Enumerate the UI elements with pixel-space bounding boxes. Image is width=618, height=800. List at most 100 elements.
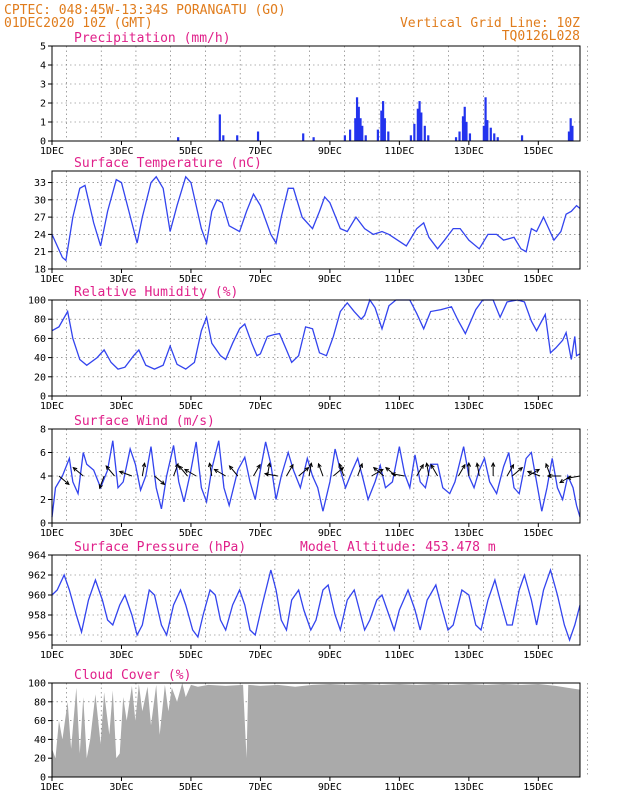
temperature-series-line [51,175,581,262]
wind-arrow-head [358,462,364,468]
pressure-ytick-label: 960 [28,591,46,602]
humidity-frame [51,299,581,397]
precipitation-xtick-label: 11DEC [384,146,414,157]
wind-arrow [490,461,496,476]
precipitation-ytick-label: 3 [40,80,46,91]
precipitation-panel: 0 1 2 3 4 5 1DEC 3DEC 5DEC 7DEC 9DEC 11DEC 13DEC 15DE… [40,31,588,157]
precipitation-xtick-label: 1DEC [40,146,64,157]
humidity-title: Relative Humidity (%) [74,285,238,300]
wind-arrow-shaft [154,475,165,485]
precipitation-xtick-label: 7DEC [248,146,272,157]
pressure-xtick-label: 3DEC [109,650,133,661]
pressure-xtick-label: 11DEC [384,650,414,661]
wind-arrow [545,462,551,477]
precipitation-ytick-label: 2 [40,99,46,110]
wind-arrow-shaft [318,463,324,477]
precipitation-ytick-label: 0 [40,137,46,148]
wind-arrow-shaft [173,463,179,477]
wind-arrow [357,462,364,477]
humidity-xtick-label: 13DEC [454,401,484,412]
wind-arrow [228,465,239,477]
wind-arrow-shaft [506,464,514,477]
wind-arrow-shaft [308,463,312,477]
precipitation-bar [380,110,383,141]
wind-xtick-label: 15DEC [523,528,553,539]
temperature-ytick-label: 30 [34,195,46,206]
wind-arrow-shaft [371,469,384,477]
precipitation-ytick-label: 1 [40,118,46,129]
humidity-xtick-label: 5DEC [179,401,203,412]
wind-xtick-label: 5DEC [179,528,203,539]
wind-arrow [154,475,166,486]
cloud-cover-area [52,683,580,777]
wind-arrow-shaft [527,471,541,477]
precipitation-title: Precipitation (mm/h) [74,31,231,46]
wind-arrow-shaft [338,463,345,477]
temperature-ytick-label: 24 [34,230,46,241]
pressure-series-line [51,567,581,642]
wind-arrow [416,463,424,477]
pressure-frame [51,554,581,646]
wind-arrow-head [535,468,541,474]
precipitation-bar [376,129,379,141]
wind-arrow-shaft [373,467,385,477]
wind-arrow-head [98,484,103,490]
wind-arrow-head [378,468,384,474]
humidity-ytick-label: 40 [34,353,46,364]
wind-arrow-shaft [119,471,133,477]
wind-arrow [298,466,310,477]
temperature-frame [51,170,581,270]
wind-arrow-head [390,472,396,477]
wind-arrow-head [118,470,124,475]
wind-arrow-head [518,466,524,472]
precipitation-bar [493,133,496,141]
wind-arrow-shaft [426,463,430,477]
precipitation-bar [465,122,468,141]
precipitation-xtick-label: 13DEC [454,146,484,157]
precipitation-bar [571,125,574,141]
precipitation-bar [520,135,524,141]
temperature-ytick-label: 33 [34,178,46,189]
precipitation-bar [357,106,360,141]
precipitation-bar [484,97,487,141]
wind-arrow-head [385,466,390,472]
wind-arrow-head [178,465,183,471]
wind-arrow [466,461,472,476]
wind-arrow-head [160,480,166,486]
wind-arrow-shaft [545,463,551,477]
wind-xtick-label: 7DEC [248,528,272,539]
pressure-xtick-label: 15DEC [523,650,553,661]
precipitation-bar [420,112,423,141]
wind-arrow-head [304,466,310,472]
pressure-subtitle: Model Altitude: 453.478 m [300,540,496,555]
precipitation-bar [427,135,430,141]
precipitation-bar [468,133,472,141]
cloud-cover-ytick-label: 40 [34,735,46,746]
wind-arrow-shaft [264,473,278,477]
wind-arrow-head [228,465,234,471]
wind-arrow [253,463,261,477]
humidity-xtick-label: 11DEC [384,401,414,412]
wind-arrow-head [490,461,496,467]
wind-arrow-shaft [567,475,581,479]
precipitation-bar [463,106,466,141]
wind-arrow-head [430,463,435,469]
precipitation-bar [458,131,461,141]
precipitation-bar [349,129,352,141]
wind-arrow [178,465,188,477]
wind-arrow [286,463,294,477]
cloud-cover-ytick-label: 100 [28,679,46,690]
precipitation-bar [486,120,489,141]
temperature-ytick-label: 18 [34,265,46,276]
cloud-cover-xtick-label: 7DEC [248,782,272,793]
precipitation-xtick-label: 9DEC [318,146,342,157]
wind-arrow-head [559,478,565,484]
wind-arrow-shaft [476,463,480,477]
precipitation-bar [409,135,412,141]
precipitation-bar [489,127,492,141]
wind-arrow-shaft [357,463,363,477]
wind-arrow [475,462,480,477]
precipitation-bar [177,137,180,141]
wind-arrow-head [263,472,269,477]
pressure-xtick-label: 7DEC [248,650,272,661]
